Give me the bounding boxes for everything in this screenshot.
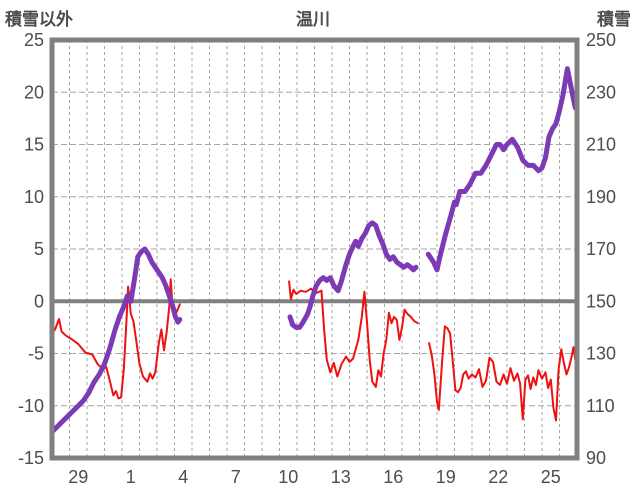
right-axis-title: 積雪 [597, 10, 631, 29]
x-axis-tick-label: 16 [383, 467, 403, 487]
x-axis-tick-label: 1 [126, 467, 136, 487]
x-axis-tick-label: 13 [331, 467, 351, 487]
x-axis-tick-label: 29 [68, 467, 88, 487]
y-axis-left-tick-label: 25 [24, 30, 44, 50]
y-axis-right-tick-label: 130 [586, 344, 616, 364]
x-axis-tick-label: 25 [541, 467, 561, 487]
y-axis-left-tick-label: -5 [28, 344, 44, 364]
plot-frame [49, 37, 580, 461]
x-axis-tick-label: 10 [278, 467, 298, 487]
x-axis-tick-label: 19 [436, 467, 456, 487]
y-axis-right-tick-label: 250 [586, 30, 616, 50]
left-axis-title: 積雪以外 [5, 10, 73, 29]
non-snow-red-line-segment [51, 278, 181, 400]
y-axis-right-tick-label: 150 [586, 291, 616, 311]
non-snow-red-line-segment [428, 325, 577, 422]
chart-title: 温川 [296, 10, 330, 29]
y-axis-right-tick-label: 90 [586, 448, 606, 468]
y-axis-right-tick-label: 210 [586, 135, 616, 155]
snow-depth-purple-line-segment [49, 246, 183, 435]
y-axis-left-tick-label: 15 [24, 135, 44, 155]
y-axis-left-tick-label: 5 [34, 239, 44, 259]
y-axis-left-tick-label: 0 [34, 291, 44, 311]
y-axis-right-tick-label: 110 [586, 396, 615, 416]
snow-depth-purple-line-segment [425, 66, 578, 273]
snow-depth-purple-line-segment [287, 220, 419, 330]
x-axis-tick-label: 4 [178, 467, 188, 487]
y-axis-left-tick-label: -15 [18, 448, 44, 468]
y-axis-right-tick-label: 230 [586, 82, 616, 102]
non-snow-red-line-segment [288, 280, 419, 388]
y-axis-left-tick-label: -10 [18, 396, 44, 416]
x-axis-tick-label: 22 [488, 467, 508, 487]
y-axis-left-tick-label: 20 [24, 82, 44, 102]
y-axis-right-tick-label: 190 [586, 187, 616, 207]
y-axis-right-tick-label: 170 [586, 239, 616, 259]
x-axis-tick-label: 7 [231, 467, 241, 487]
y-axis-left-tick-label: 10 [24, 187, 44, 207]
